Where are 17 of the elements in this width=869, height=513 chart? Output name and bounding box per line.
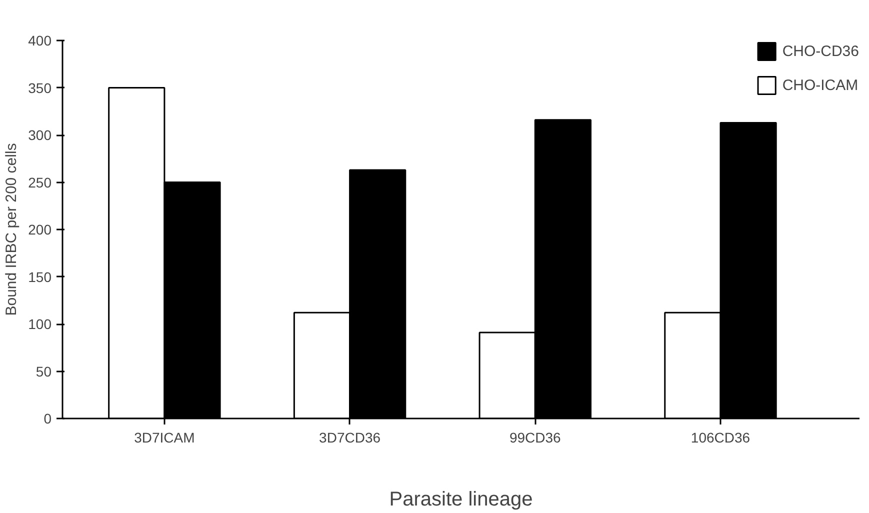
y-tick-label: 350 <box>28 80 52 96</box>
x-axis-title: Parasite lineage <box>389 488 533 510</box>
y-tick-label: 150 <box>28 268 52 285</box>
x-tick-label: 99CD36 <box>509 430 562 446</box>
legend-label: CHO-ICAM <box>782 76 858 94</box>
y-tick-label: 0 <box>44 410 52 426</box>
y-axis-title: Bound IRBC per 200 cells <box>3 143 20 316</box>
y-tick-label: 100 <box>28 316 52 332</box>
x-tick-label: 3D7ICAM <box>134 430 195 446</box>
x-tick-label: 3D7CD36 <box>319 430 381 446</box>
y-tick-label: 300 <box>28 127 52 143</box>
y-tick-label: 400 <box>28 32 52 48</box>
legend-label: CHO-CD36 <box>782 42 859 60</box>
y-tick-label: 200 <box>28 222 52 238</box>
y-tick-label: 50 <box>36 363 52 380</box>
y-tick-label: 250 <box>28 174 52 190</box>
x-tick-label: 106CD36 <box>690 430 750 446</box>
